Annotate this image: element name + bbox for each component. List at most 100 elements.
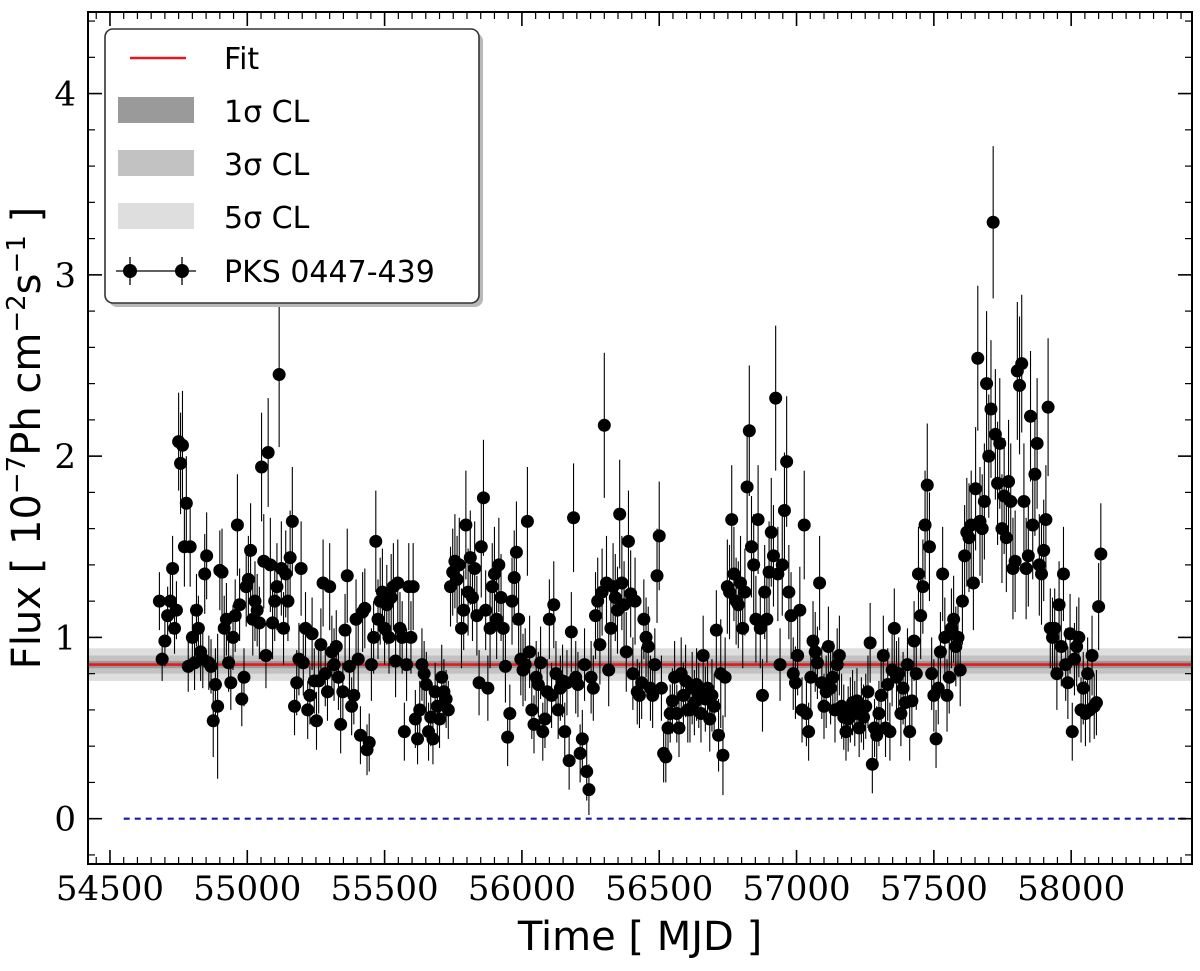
data-marker bbox=[509, 545, 523, 559]
data-point bbox=[962, 483, 976, 593]
x-tick-label: 54500 bbox=[56, 869, 164, 909]
data-marker bbox=[920, 478, 934, 492]
legend-1sigma-swatch bbox=[118, 97, 194, 123]
data-marker bbox=[582, 783, 596, 797]
data-point bbox=[259, 622, 273, 689]
data-marker bbox=[263, 558, 277, 572]
data-marker bbox=[468, 562, 482, 576]
data-point bbox=[903, 702, 917, 761]
data-point bbox=[769, 325, 783, 471]
data-marker bbox=[661, 721, 675, 735]
data-point bbox=[887, 588, 901, 669]
data-point bbox=[641, 606, 655, 687]
data-marker bbox=[492, 558, 506, 572]
data-marker bbox=[863, 636, 877, 650]
data-marker bbox=[654, 681, 668, 695]
data-point bbox=[615, 535, 629, 631]
data-marker bbox=[1089, 696, 1103, 710]
data-point bbox=[707, 673, 721, 739]
data-point bbox=[342, 630, 356, 703]
data-marker bbox=[270, 580, 284, 594]
data-marker bbox=[626, 667, 640, 681]
data-marker bbox=[971, 351, 985, 365]
data-point bbox=[808, 612, 822, 692]
y-axis-title-suffix: ] bbox=[4, 207, 50, 235]
data-marker bbox=[810, 656, 824, 670]
data-point bbox=[294, 521, 308, 616]
y-tick-label: 1 bbox=[54, 618, 76, 658]
data-marker bbox=[955, 594, 969, 608]
data-marker bbox=[1048, 621, 1062, 635]
data-marker bbox=[916, 580, 930, 594]
data-marker bbox=[353, 728, 367, 742]
data-marker bbox=[474, 540, 488, 554]
data-marker bbox=[975, 522, 989, 536]
data-marker bbox=[166, 562, 180, 576]
data-marker bbox=[966, 576, 980, 590]
data-point bbox=[175, 390, 189, 500]
data-point bbox=[859, 673, 873, 739]
data-point bbox=[314, 608, 328, 681]
data-marker bbox=[476, 491, 490, 505]
data-point bbox=[782, 544, 796, 640]
data-point bbox=[966, 535, 980, 631]
data-marker bbox=[558, 725, 572, 739]
data-marker bbox=[406, 580, 420, 594]
data-point bbox=[1081, 637, 1095, 710]
data-point bbox=[892, 637, 906, 710]
data-marker bbox=[404, 630, 418, 644]
data-point bbox=[793, 566, 807, 654]
data-marker bbox=[1021, 549, 1035, 563]
data-marker bbox=[430, 699, 444, 713]
data-marker bbox=[261, 446, 275, 460]
data-point bbox=[1004, 443, 1018, 560]
data-marker bbox=[562, 754, 576, 768]
data-point bbox=[953, 633, 967, 707]
data-marker bbox=[727, 567, 741, 581]
y-axis-title-exp-2: −2 bbox=[2, 294, 32, 332]
x-tick-label: 57000 bbox=[742, 869, 850, 909]
data-point bbox=[738, 548, 752, 636]
data-point bbox=[345, 677, 359, 736]
data-marker bbox=[169, 603, 183, 617]
data-point bbox=[331, 644, 345, 710]
data-marker bbox=[198, 567, 212, 581]
data-point bbox=[252, 586, 266, 660]
data-marker bbox=[791, 649, 805, 663]
data-point bbox=[1013, 316, 1027, 455]
data-marker bbox=[534, 656, 548, 670]
data-point bbox=[174, 412, 188, 515]
data-point bbox=[230, 474, 244, 576]
data-marker bbox=[1054, 639, 1068, 653]
data-marker bbox=[593, 638, 607, 652]
data-point bbox=[676, 662, 690, 729]
x-tick-label: 58000 bbox=[1017, 869, 1125, 909]
data-marker bbox=[384, 591, 398, 605]
data-point bbox=[496, 592, 510, 665]
data-point bbox=[215, 528, 229, 616]
data-point bbox=[931, 651, 945, 725]
data-marker bbox=[224, 676, 238, 690]
data-point bbox=[777, 452, 791, 569]
data-point bbox=[578, 628, 592, 701]
data-point bbox=[211, 633, 225, 779]
data-point bbox=[1089, 670, 1103, 736]
data-marker bbox=[208, 678, 222, 692]
data-marker bbox=[250, 603, 264, 617]
data-marker bbox=[938, 630, 952, 644]
data-marker bbox=[751, 513, 765, 527]
data-marker bbox=[367, 630, 381, 644]
data-marker bbox=[191, 621, 205, 635]
data-marker bbox=[584, 670, 598, 684]
data-marker bbox=[454, 621, 468, 635]
data-point bbox=[481, 655, 495, 721]
data-point bbox=[367, 601, 381, 674]
data-point bbox=[389, 624, 403, 698]
data-point bbox=[933, 612, 947, 692]
data-point bbox=[309, 691, 323, 750]
legend-1sigma-label: 1σ CL bbox=[224, 95, 310, 130]
data-point bbox=[742, 365, 756, 497]
data-point bbox=[268, 561, 282, 642]
data-marker bbox=[1026, 518, 1040, 532]
